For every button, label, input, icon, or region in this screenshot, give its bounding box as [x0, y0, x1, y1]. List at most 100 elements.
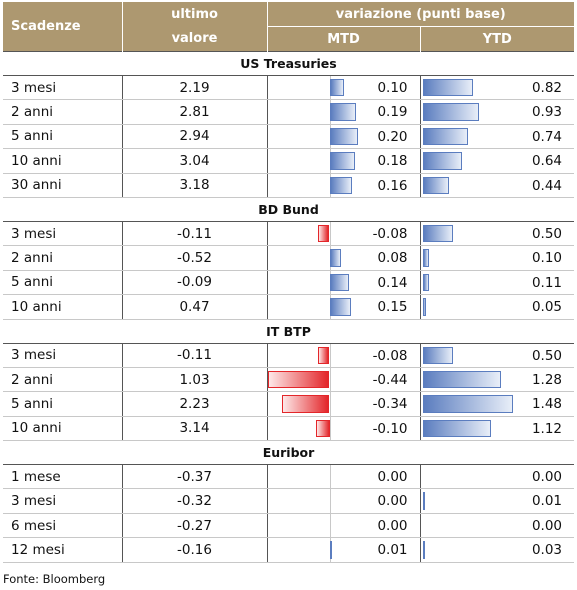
ytd-bar: [422, 273, 430, 292]
ytd-value: 0.64: [531, 153, 562, 170]
mtd-zero-axis: [329, 392, 331, 416]
maturity-label: 3 mesi: [3, 75, 123, 101]
maturity-label: 30 anni: [3, 173, 123, 198]
mtd-value: 0.10: [377, 80, 408, 96]
ytd-bar: [422, 370, 501, 389]
last-value: 2.81: [122, 99, 268, 125]
mtd-zero-axis: [329, 416, 331, 441]
mtd-value: 0.15: [377, 299, 408, 316]
mtd-cell: 0.16: [267, 173, 421, 198]
mtd-cell: -0.44: [267, 367, 421, 393]
maturity-label: 2 anni: [3, 245, 123, 271]
table-row: 5 anni -0.09 0.14 0.11: [3, 270, 574, 296]
mtd-zero-axis: [329, 367, 331, 392]
mtd-value: 0.00: [377, 493, 408, 510]
maturity-label: 10 anni: [3, 416, 123, 442]
mtd-bar: [267, 370, 330, 389]
ytd-cell: 0.50: [420, 221, 574, 247]
last-value: 3.14: [122, 416, 268, 442]
ytd-value: 0.74: [531, 128, 562, 145]
mtd-bar: [329, 79, 344, 97]
section-header: IT BTP: [3, 318, 574, 344]
mtd-value: 0.08: [377, 250, 408, 267]
ytd-value: 0.00: [531, 517, 562, 534]
maturity-label: 6 mesi: [3, 513, 123, 539]
mtd-value: -0.44: [372, 371, 408, 388]
section-title: Euribor: [3, 440, 574, 466]
ytd-bar: [422, 79, 473, 97]
section-title: BD Bund: [3, 196, 574, 222]
mtd-value: -0.08: [372, 225, 408, 242]
mtd-cell: 0.14: [267, 270, 421, 296]
last-value: 3.04: [122, 148, 268, 174]
ytd-cell: 0.00: [420, 464, 574, 490]
mtd-value: -0.08: [372, 347, 408, 364]
mtd-cell: 0.00: [267, 513, 421, 539]
mtd-value: 0.00: [377, 469, 408, 486]
ytd-value: 0.00: [531, 469, 562, 486]
mtd-cell: 0.19: [267, 99, 421, 125]
ytd-bar: [422, 103, 480, 121]
mtd-cell: 0.00: [267, 488, 421, 514]
table-row: 2 anni 1.03 -0.44 1.28: [3, 367, 574, 393]
header-ytd: YTD: [420, 26, 574, 52]
ytd-value: 0.03: [531, 542, 562, 559]
last-value: -0.09: [122, 270, 268, 296]
maturity-label: 3 mesi: [3, 343, 123, 368]
ytd-bar: [422, 249, 429, 267]
table-row: 2 anni -0.52 0.08 0.10: [3, 245, 574, 271]
mtd-value: 0.20: [377, 128, 408, 145]
mtd-cell: -0.34: [267, 391, 421, 417]
ytd-bar: [422, 224, 453, 243]
last-value: 2.94: [122, 124, 268, 150]
ytd-bar: [422, 127, 468, 146]
maturity-label: 2 anni: [3, 99, 123, 125]
ytd-cell: 0.00: [420, 513, 574, 539]
last-value: -0.32: [122, 488, 268, 514]
ytd-bar: [422, 346, 453, 364]
rates-table-body: US Treasuries 3 mesi 2.19 0.10 0.82 2 anni 2.8…: [3, 51, 574, 563]
mtd-bar: [318, 346, 330, 364]
mtd-value: -0.34: [372, 396, 408, 413]
maturity-label: 2 anni: [3, 367, 123, 393]
source-note: Fonte: Bloomberg: [3, 572, 106, 586]
table-row: 3 mesi 2.19 0.10 0.82: [3, 75, 574, 101]
mtd-value: 0.19: [377, 104, 408, 121]
table-row: 1 mese -0.37 0.00 0.00: [3, 464, 574, 490]
mtd-bar: [329, 176, 352, 194]
table-row: 2 anni 2.81 0.19 0.93: [3, 99, 574, 125]
last-value: 3.18: [122, 173, 268, 198]
mtd-value: 0.14: [377, 274, 408, 291]
mtd-value: 0.16: [377, 177, 408, 194]
mtd-cell: -0.10: [267, 416, 421, 442]
ytd-cell: 1.28: [420, 367, 574, 393]
mtd-bar: [329, 273, 350, 292]
ytd-cell: 0.01: [420, 488, 574, 514]
section-header: US Treasuries: [3, 51, 574, 76]
mtd-cell: 0.00: [267, 464, 421, 490]
table-row: 3 mesi -0.11 -0.08 0.50: [3, 343, 574, 368]
maturity-label: 5 anni: [3, 391, 123, 417]
header-valore: valore: [122, 26, 268, 52]
last-value: -0.11: [122, 343, 268, 368]
ytd-bar: [422, 419, 491, 438]
last-value: 2.23: [122, 391, 268, 417]
header-mtd: MTD: [267, 26, 421, 52]
mtd-cell: -0.08: [267, 343, 421, 368]
last-value: -0.16: [122, 537, 268, 563]
mtd-bar: [329, 152, 355, 170]
header-ultimo: ultimo: [122, 2, 268, 27]
section-title: US Treasuries: [3, 51, 574, 76]
section-header: Euribor: [3, 440, 574, 466]
section-title: IT BTP: [3, 318, 574, 344]
ytd-cell: 1.48: [420, 391, 574, 417]
ytd-cell: 0.82: [420, 75, 574, 101]
last-value: -0.11: [122, 221, 268, 247]
mtd-zero-axis: [329, 343, 331, 367]
last-value: 1.03: [122, 367, 268, 393]
mtd-value: 0.18: [377, 153, 408, 170]
last-value: -0.52: [122, 245, 268, 271]
maturity-label: 12 mesi: [3, 537, 123, 563]
maturity-label: 10 anni: [3, 294, 123, 320]
